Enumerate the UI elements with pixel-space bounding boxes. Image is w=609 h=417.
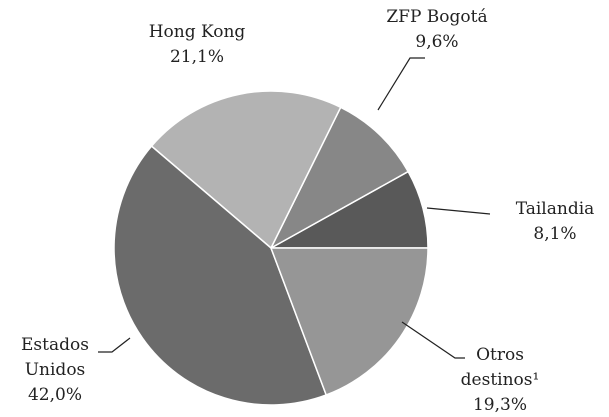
leader-line: [98, 337, 131, 353]
slice-value-label: 42,0%: [27, 385, 82, 405]
slice-label: Estados Unidos: [21, 335, 89, 380]
slice-value-label: 19,3%: [472, 395, 527, 415]
slice-value-label: 21,1%: [169, 47, 224, 67]
slice-label: Tailandia: [515, 199, 595, 219]
leader-line: [426, 207, 491, 215]
leader-line: [377, 57, 425, 111]
slice-label: Otros destinos¹: [460, 345, 540, 390]
slice-label: ZFP Bogotá: [386, 7, 488, 27]
slice-value-label: 8,1%: [533, 224, 577, 244]
slice-value-label: 9,6%: [415, 32, 459, 52]
pie-slice: [150, 90, 342, 250]
pie-slice: [269, 247, 429, 396]
pie-slice: [269, 106, 410, 250]
pie-slice: [113, 145, 328, 406]
slice-label: Hong Kong: [148, 22, 246, 42]
leader-line: [401, 321, 465, 359]
